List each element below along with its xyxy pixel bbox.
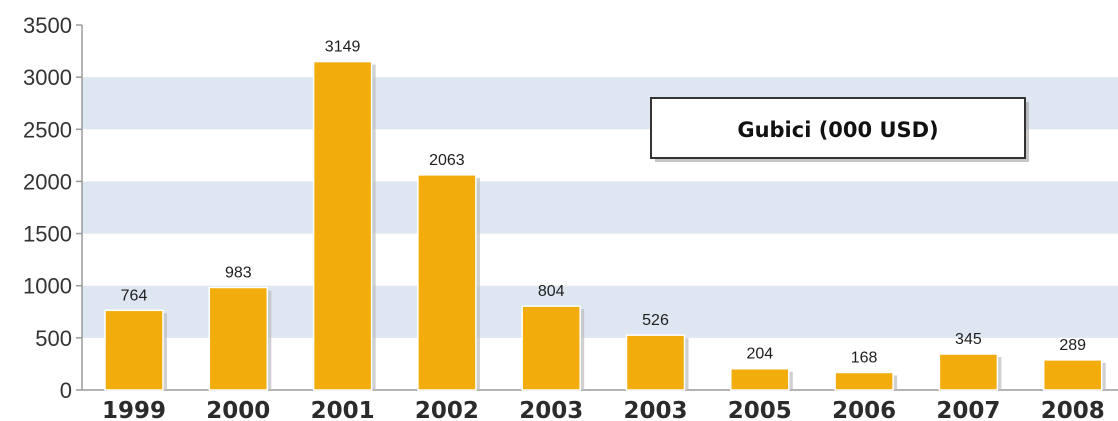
value-label: 983 — [225, 264, 252, 281]
bar — [104, 309, 164, 391]
bar — [938, 353, 999, 391]
value-label: 3149 — [325, 39, 361, 56]
x-tick-label: 2001 — [311, 398, 375, 421]
x-axis-labels: 1999 2000 2001 2002 2003 2003 2005 2006 2007 2008 — [102, 398, 1105, 421]
y-tick-label: 3500 — [23, 13, 72, 38]
value-label: 804 — [538, 283, 565, 300]
bar — [312, 60, 373, 391]
x-tick-label: 2002 — [415, 398, 479, 421]
bar — [417, 174, 477, 391]
x-tick-label: 2003 — [623, 398, 687, 421]
bars — [104, 60, 1106, 391]
x-tick-label: 2003 — [519, 398, 583, 421]
bar — [1042, 359, 1103, 391]
y-axis-ticks: 0 500 1000 1500 2000 2500 3000 3500 — [23, 13, 82, 403]
legend: Gubici (000 USD) — [650, 97, 1029, 162]
value-label: 289 — [1059, 337, 1086, 354]
x-tick-label: 2008 — [1041, 398, 1105, 421]
value-label: 2063 — [429, 152, 465, 169]
value-label: 764 — [121, 287, 148, 304]
value-label: 168 — [851, 349, 878, 366]
x-tick-label: 2000 — [206, 398, 270, 421]
y-tick-label: 0 — [60, 378, 72, 403]
y-tick-label: 2000 — [23, 169, 72, 194]
grid-band — [82, 181, 1118, 234]
y-tick-label: 1500 — [23, 222, 72, 247]
bar — [208, 286, 269, 391]
y-tick-label: 500 — [35, 326, 72, 351]
y-tick-label: 2500 — [23, 117, 72, 142]
bar — [625, 334, 686, 391]
x-tick-label: 2005 — [728, 398, 792, 421]
y-tick-label: 3000 — [23, 65, 72, 90]
value-label: 345 — [955, 331, 982, 348]
bar — [521, 305, 581, 391]
value-labels: 764 983 3149 2063 804 526 204 168 345 289 — [121, 39, 1086, 367]
bar — [834, 371, 894, 391]
legend-label: Gubici (000 USD) — [737, 118, 938, 142]
legend-box — [650, 97, 1026, 159]
x-tick-label: 2007 — [936, 398, 1000, 421]
value-label: 204 — [746, 346, 773, 363]
x-tick-label: 2006 — [832, 398, 896, 421]
x-tick-label: 1999 — [102, 398, 166, 421]
bar — [730, 367, 790, 391]
y-tick-label: 1000 — [23, 274, 72, 299]
value-label: 526 — [642, 312, 669, 329]
